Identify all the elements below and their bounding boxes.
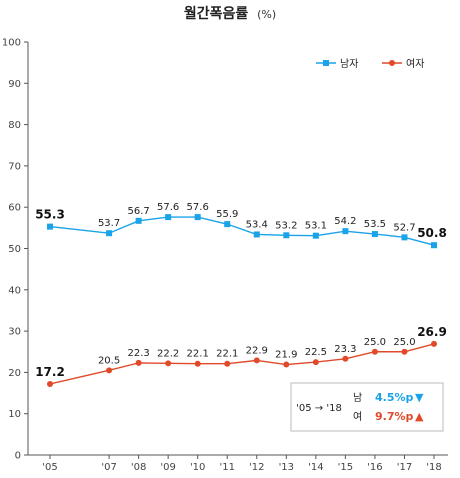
data-point (165, 214, 172, 221)
x-tick-label: '14 (308, 462, 323, 473)
legend-label: 남자 (340, 58, 358, 70)
data-label: 53.7 (98, 218, 120, 229)
data-point (342, 228, 349, 235)
data-label: 53.5 (364, 219, 386, 230)
x-tick-label: '07 (101, 462, 116, 473)
data-point (194, 214, 201, 221)
data-label: 55.3 (35, 208, 65, 222)
legend-swatch-marker (389, 60, 395, 66)
data-point (224, 221, 231, 228)
annotation-period: '05 → '18 (296, 403, 342, 414)
data-point (47, 223, 53, 230)
x-tick-label: '08 (131, 462, 146, 473)
chart-title: 월간폭음률 (%) (184, 5, 276, 22)
data-labels: 55.3 53.7 56.7 57.6 57.6 55.9 53.4 53.2 53.1 54.2… (35, 202, 447, 379)
data-point (135, 217, 142, 224)
data-label: 57.6 (157, 202, 179, 213)
x-tick-label: '13 (279, 462, 294, 473)
x-tick-label: '10 (190, 462, 205, 473)
y-tick-label: 80 (8, 120, 21, 131)
data-point (135, 359, 142, 366)
data-label: 25.0 (364, 337, 386, 348)
annotation-frame (290, 382, 444, 432)
data-label: 22.1 (216, 349, 238, 360)
data-label: 22.9 (246, 345, 268, 356)
x-tick-label: '12 (249, 462, 264, 473)
data-point (194, 360, 201, 367)
data-point (431, 242, 437, 249)
data-label: 22.3 (127, 348, 149, 359)
data-point (371, 348, 378, 355)
y-tick-label: 10 (8, 409, 21, 420)
data-point (224, 360, 231, 367)
legend: 남자 여자 (316, 58, 424, 70)
data-label: 26.9 (417, 325, 447, 339)
data-label: 17.2 (35, 365, 65, 379)
data-point (165, 360, 172, 367)
y-tick-label: 90 (8, 79, 21, 90)
y-tick-label: 20 (8, 368, 21, 379)
annotation-row-arrow: ▼ (415, 391, 424, 404)
x-tick-label: '17 (397, 462, 412, 473)
annotation-row-change: 4.5%p (375, 391, 414, 404)
data-label: 22.1 (187, 349, 209, 360)
y-tick-label: 70 (8, 161, 21, 172)
data-label: 57.6 (187, 202, 209, 213)
x-tick-label: '05 (42, 462, 57, 473)
data-point (312, 232, 319, 239)
data-label: 53.2 (275, 220, 297, 231)
data-label: 23.3 (334, 344, 356, 355)
data-label: 56.7 (127, 206, 149, 217)
annotation-row-label: 여 (353, 411, 362, 423)
x-tick-label: '15 (338, 462, 353, 473)
data-point (401, 348, 408, 355)
annotation-box: '05 → '18 남 4.5%p ▼ 여 9.7%p ▲ (290, 382, 444, 432)
x-tick-label: '11 (219, 462, 234, 473)
x-tick-label: '09 (160, 462, 175, 473)
data-point (253, 231, 260, 238)
data-point (312, 359, 319, 366)
annotation-row-arrow: ▲ (415, 410, 424, 423)
data-label: 25.0 (393, 337, 415, 348)
legend-swatch-marker (323, 60, 329, 66)
data-point (283, 361, 290, 368)
data-label: 54.2 (334, 216, 356, 227)
axes: 0 10 20 30 40 50 60 70 80 90 100 '05 '07 '08 '09 '10 '11… (2, 38, 448, 473)
data-label: 50.8 (417, 226, 447, 240)
y-tick-label: 0 (15, 451, 21, 462)
legend-label: 여자 (406, 58, 424, 70)
data-point (106, 230, 113, 237)
data-label: 22.5 (305, 347, 327, 358)
data-label: 53.1 (305, 221, 327, 232)
annotation-row-label: 남 (353, 392, 362, 404)
data-label: 20.5 (98, 355, 120, 366)
y-tick-label: 100 (2, 38, 21, 49)
data-point (106, 367, 113, 374)
data-label: 53.4 (246, 219, 268, 230)
data-point (431, 340, 437, 347)
series-layer (47, 214, 437, 387)
y-tick-label: 40 (8, 285, 21, 296)
data-point (253, 357, 260, 364)
x-tick-label: '18 (426, 462, 441, 473)
y-tick-label: 30 (8, 327, 21, 338)
y-tick-label: 50 (8, 244, 21, 255)
data-point (47, 380, 53, 387)
data-point (401, 234, 408, 241)
data-label: 52.7 (393, 222, 415, 233)
data-label: 21.9 (275, 350, 297, 361)
data-label: 22.2 (157, 348, 179, 359)
data-label: 55.9 (216, 209, 238, 220)
y-tick-label: 60 (8, 203, 21, 214)
chart-unit: (%) (257, 8, 276, 21)
annotation-row-change: 9.7%p (375, 410, 414, 423)
x-tick-label: '16 (367, 462, 382, 473)
data-point (371, 231, 378, 238)
data-point (342, 355, 349, 362)
data-point (283, 232, 290, 239)
